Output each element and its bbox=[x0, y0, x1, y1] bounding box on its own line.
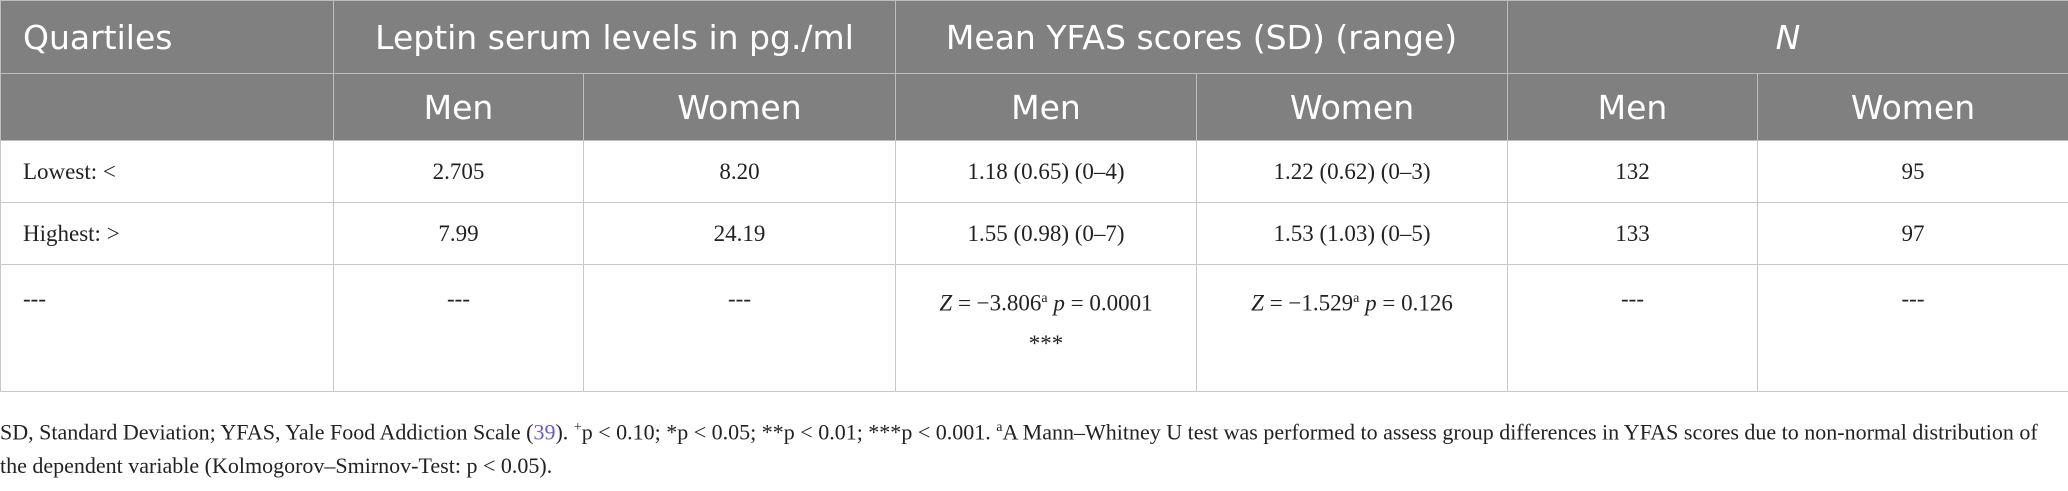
table-row: Highest: > 7.99 24.19 1.55 (0.98) (0–7) … bbox=[0, 202, 2068, 265]
footnote-text: SD, Standard Deviation; YFAS, Yale Food … bbox=[0, 419, 534, 445]
cell-leptin-men: 7.99 bbox=[333, 202, 584, 265]
subheader-empty bbox=[0, 73, 334, 141]
subheader-n-men: Men bbox=[1507, 73, 1759, 141]
table-row: Lowest: < 2.705 8.20 1.18 (0.65) (0–4) 1… bbox=[0, 140, 2068, 203]
p-symbol: p bbox=[1053, 290, 1065, 316]
footnote-superscript-a: a bbox=[996, 420, 1003, 435]
z-symbol: Z bbox=[939, 290, 953, 316]
reference-link[interactable]: 39 bbox=[533, 419, 556, 445]
cell-n-men: 133 bbox=[1507, 202, 1759, 265]
header-row: Quartiles Leptin serum levels in pg./ml … bbox=[0, 0, 2068, 74]
p-symbol: p bbox=[1365, 290, 1377, 316]
subheader-leptin-women: Women bbox=[582, 73, 897, 141]
results-table-container: Quartiles Leptin serum levels in pg./ml … bbox=[0, 0, 2068, 392]
subheader-yfas-women: Women bbox=[1196, 73, 1509, 141]
footnote-text: p < 0.10; * bbox=[581, 419, 678, 445]
significance-stars: *** bbox=[1028, 330, 1064, 356]
z-symbol: Z bbox=[1251, 290, 1264, 316]
cell-n-men: 132 bbox=[1507, 140, 1759, 203]
cell-leptin-women: 24.19 bbox=[582, 202, 897, 265]
subheader-yfas-men: Men bbox=[895, 73, 1198, 141]
cell-leptin-women: --- bbox=[582, 264, 897, 392]
cell-stat-women: Z = −1.529a p = 0.126 bbox=[1196, 264, 1509, 392]
cell-yfas-women: 1.22 (0.62) (0–3) bbox=[1196, 140, 1509, 203]
p-value: = 0.126 bbox=[1376, 290, 1453, 316]
stats-row: --- --- --- Z = −3.806a p = 0.0001 *** Z … bbox=[0, 264, 2068, 392]
cell-n-women: --- bbox=[1757, 264, 2068, 392]
results-table: Quartiles Leptin serum levels in pg./ml … bbox=[0, 0, 2068, 392]
footnote-plus: + bbox=[573, 420, 582, 435]
cell-leptin-men: 2.705 bbox=[333, 140, 584, 203]
footnote-text: p < 0.05). bbox=[466, 453, 553, 479]
cell-leptin-men: --- bbox=[333, 264, 584, 392]
superscript-a: a bbox=[1353, 291, 1360, 306]
header-leptin: Leptin serum levels in pg./ml bbox=[332, 0, 897, 74]
cell-yfas-men: 1.55 (0.98) (0–7) bbox=[895, 202, 1198, 265]
header-yfas: Mean YFAS scores (SD) (range) bbox=[895, 0, 1509, 74]
z-value: = −3.806 bbox=[952, 290, 1042, 316]
p-value: = 0.0001 bbox=[1064, 290, 1153, 316]
row-label: Highest: > bbox=[0, 202, 334, 265]
subheader-row: Men Women Men Women Men Women bbox=[0, 73, 2068, 141]
cell-yfas-men: 1.18 (0.65) (0–4) bbox=[895, 140, 1198, 203]
subheader-n-women: Women bbox=[1757, 73, 2068, 141]
header-n: N bbox=[1507, 0, 2068, 74]
footnote-text: p < 0.001. bbox=[901, 419, 997, 445]
header-quartiles: Quartiles bbox=[0, 0, 334, 74]
cell-n-men: --- bbox=[1507, 264, 1759, 392]
header-n-label: N bbox=[1775, 17, 1801, 57]
cell-yfas-women: 1.53 (1.03) (0–5) bbox=[1196, 202, 1509, 265]
row-label: --- bbox=[0, 264, 334, 392]
footnote-text: ). bbox=[555, 419, 574, 445]
table-footnote: SD, Standard Deviation; YFAS, Yale Food … bbox=[0, 411, 2060, 483]
cell-n-women: 95 bbox=[1757, 140, 2068, 203]
cell-n-women: 97 bbox=[1757, 202, 2068, 265]
z-value: = −1.529 bbox=[1263, 290, 1354, 316]
row-label: Lowest: < bbox=[0, 140, 334, 203]
cell-leptin-women: 8.20 bbox=[582, 140, 897, 203]
footnote-text: p < 0.05; ** bbox=[677, 419, 784, 445]
cell-stat-men: Z = −3.806a p = 0.0001 *** bbox=[895, 264, 1198, 392]
footnote-text: A Mann–Whitney U test was performed to a… bbox=[0, 419, 2038, 479]
subheader-leptin-men: Men bbox=[333, 73, 584, 141]
superscript-a: a bbox=[1041, 291, 1048, 306]
footnote-text: p < 0.01; *** bbox=[783, 419, 902, 445]
